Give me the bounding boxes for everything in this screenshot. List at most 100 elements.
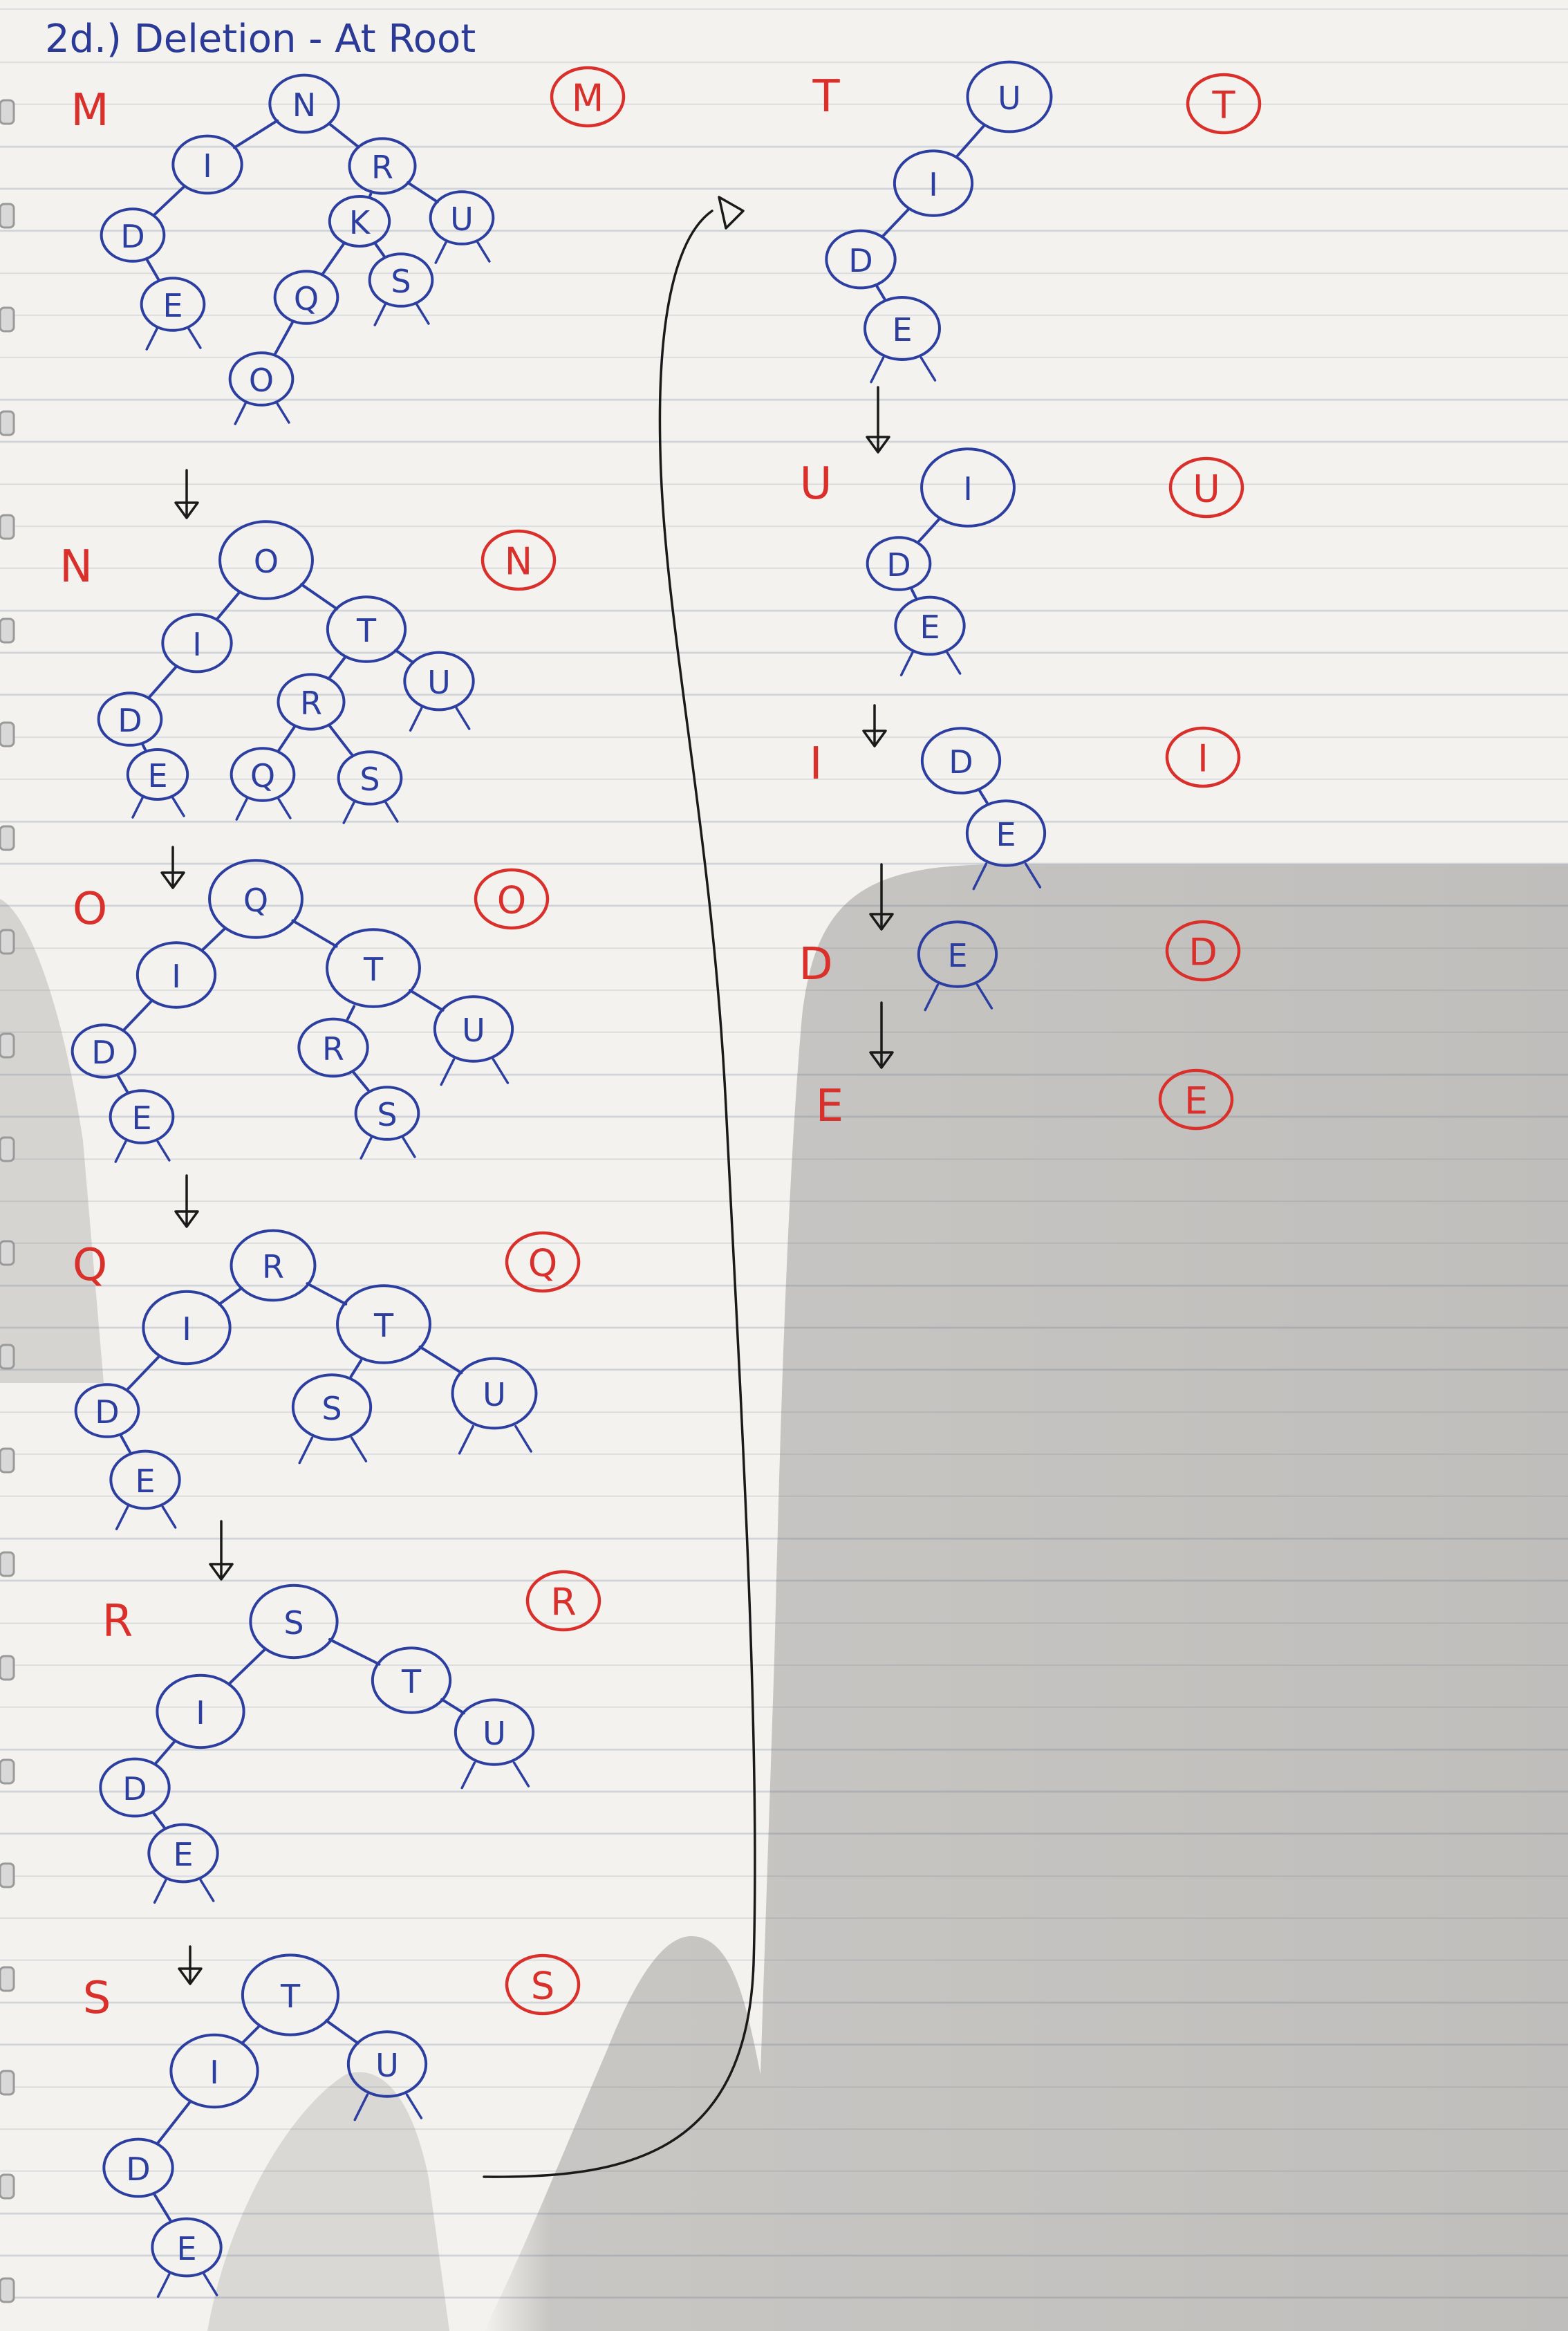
- binding-ring: [0, 1136, 15, 1162]
- tree-edge: [917, 517, 941, 544]
- tree-edge: [232, 119, 279, 149]
- tree-node-label: S: [321, 1390, 342, 1427]
- tree-node-O: [228, 351, 295, 407]
- tree-node-label: I: [203, 147, 212, 185]
- step-M: N I R D K U E Q S O M M: [71, 66, 626, 425]
- step-arrow: [174, 1174, 199, 1228]
- deleted-output-circle: [1165, 920, 1241, 982]
- tree-node-U: [346, 2030, 428, 2098]
- tree-node-label: D: [949, 743, 973, 781]
- tree-node-Q: [208, 859, 304, 939]
- tree-edge: [374, 242, 386, 258]
- tree-node-label: K: [349, 204, 371, 241]
- tree-node-label: U: [998, 80, 1021, 117]
- tree-edge: [394, 649, 415, 665]
- tree-node-label: D: [122, 1770, 147, 1808]
- tree-node-label: I: [963, 470, 973, 508]
- tree-node-label: U: [427, 664, 451, 701]
- tree-node-label: I: [182, 1310, 192, 1348]
- tree-node-E: [140, 277, 206, 332]
- null-leaf-left: [235, 797, 248, 821]
- null-leaf-left: [924, 983, 940, 1012]
- tree-node-label: E: [996, 816, 1016, 853]
- tree-node-label: E: [135, 1462, 155, 1500]
- tree-node-E: [151, 2217, 223, 2278]
- tree-node-E: [965, 799, 1047, 867]
- tree-node-label: E: [176, 2230, 196, 2267]
- step-arrow: [209, 1520, 234, 1581]
- deleted-key-label: R: [102, 1596, 133, 1647]
- null-leaf-left: [440, 1058, 456, 1086]
- null-leaf-right: [416, 303, 430, 325]
- tree-node-label: Q: [250, 757, 275, 795]
- tree-node-N: [268, 73, 340, 134]
- step-arrow: [178, 1945, 203, 1985]
- tree-node-label: I: [192, 626, 202, 663]
- step-arrow: [862, 704, 887, 747]
- tree-edge: [120, 1434, 131, 1454]
- null-leaf-left: [156, 2273, 171, 2299]
- null-leaf-right: [350, 1436, 368, 1462]
- tree-node-Q: [230, 747, 296, 802]
- tree-edge: [327, 122, 360, 149]
- step-arrow: [869, 1001, 894, 1069]
- tree-edge: [346, 1005, 356, 1021]
- tree-node-S: [291, 1373, 373, 1441]
- tree-node-label: E: [892, 311, 912, 349]
- null-leaf-right: [976, 983, 993, 1010]
- null-leaf-left: [342, 801, 355, 824]
- tree-node-label: E: [131, 1099, 151, 1137]
- tree-node-T: [371, 1646, 452, 1714]
- tree-node-T: [241, 1953, 340, 2036]
- null-leaf-right: [203, 2273, 218, 2296]
- tree-node-S: [354, 1086, 420, 1141]
- tree-edge: [328, 724, 354, 756]
- deleted-output-label: U: [1193, 467, 1220, 511]
- binding-ring: [0, 721, 15, 747]
- deleted-output-label: I: [1197, 737, 1208, 781]
- binding-ring: [0, 1758, 15, 1785]
- null-leaf-left: [409, 707, 423, 732]
- tree-node-T: [336, 1284, 431, 1364]
- binding-ring: [0, 1551, 15, 1577]
- null-leaf-right: [512, 1761, 530, 1787]
- deleted-key-label: N: [59, 541, 93, 593]
- null-leaf-right: [156, 1140, 171, 1162]
- tree-node-U: [433, 995, 514, 1063]
- continue-arrowhead: [718, 196, 745, 230]
- deleted-output-circle: [525, 1570, 601, 1632]
- tree-node-R: [297, 1017, 369, 1078]
- tree-node-label: O: [254, 543, 279, 580]
- tree-node-label: E: [920, 609, 940, 646]
- tree-node-label: T: [373, 1307, 394, 1344]
- null-leaf-left: [131, 797, 144, 819]
- binding-ring: [0, 203, 15, 229]
- step-T: U I DE T T: [812, 60, 1262, 384]
- tree-node-label: S: [283, 1604, 304, 1642]
- binding-ring: [0, 99, 15, 125]
- tree-edge: [349, 1359, 363, 1378]
- tree-node-label: D: [886, 546, 911, 584]
- tree-node-label: U: [450, 201, 474, 238]
- tree-edge: [881, 207, 911, 238]
- deleted-output-circle: [505, 1231, 581, 1293]
- tree-node-label: U: [375, 2047, 399, 2084]
- tree-edge: [227, 1648, 267, 1685]
- deleted-key-label: I: [810, 739, 823, 790]
- deleted-key-label: Q: [73, 1240, 107, 1291]
- binding-ring: [0, 2173, 15, 2200]
- binding-ring: [0, 617, 15, 644]
- step-Q: R I T D S U E Q Q: [73, 1229, 581, 1531]
- deleted-output-circle: [480, 529, 557, 591]
- null-leaf-left: [153, 1879, 167, 1904]
- tree-node-label: Q: [294, 280, 319, 317]
- step-arrow: [160, 846, 185, 889]
- binding-ring: [0, 1862, 15, 1888]
- tree-node-label: D: [120, 218, 144, 255]
- tree-edge: [117, 1075, 129, 1093]
- step-arrow: [174, 469, 199, 519]
- tree-node-label: R: [262, 1248, 284, 1285]
- tree-edge: [328, 656, 346, 680]
- binding-ring: [0, 1344, 15, 1370]
